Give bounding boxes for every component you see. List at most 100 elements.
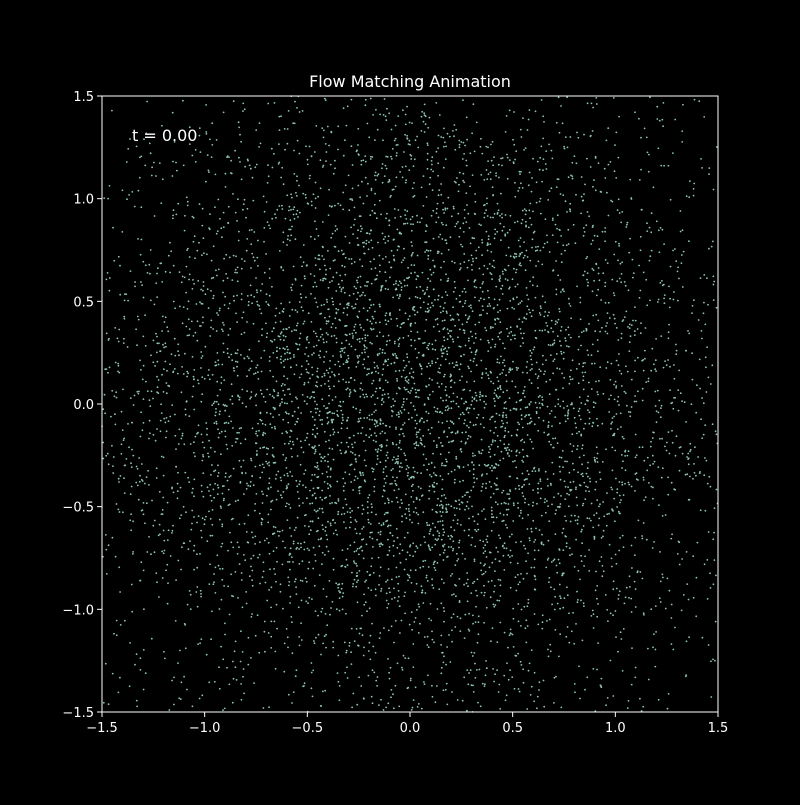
data-point bbox=[366, 122, 369, 125]
data-point bbox=[668, 452, 671, 455]
data-point bbox=[498, 338, 501, 341]
data-point bbox=[499, 579, 502, 581]
data-point bbox=[177, 471, 179, 474]
data-point bbox=[414, 569, 417, 572]
data-point bbox=[604, 227, 607, 229]
data-point bbox=[278, 347, 281, 350]
data-point bbox=[307, 602, 309, 605]
data-point bbox=[455, 222, 458, 225]
data-point bbox=[438, 588, 441, 590]
data-point bbox=[368, 494, 371, 496]
data-point bbox=[665, 449, 668, 452]
data-point bbox=[480, 314, 483, 316]
data-point bbox=[159, 350, 162, 353]
data-point bbox=[633, 334, 636, 336]
data-point bbox=[254, 634, 257, 637]
data-point bbox=[246, 158, 249, 161]
data-point bbox=[395, 528, 398, 530]
data-point bbox=[597, 267, 600, 269]
data-point bbox=[353, 468, 356, 471]
data-point bbox=[469, 347, 471, 349]
data-point bbox=[401, 515, 403, 518]
data-point bbox=[355, 331, 357, 334]
data-point bbox=[455, 552, 458, 555]
data-point bbox=[182, 306, 185, 308]
data-point bbox=[336, 480, 339, 483]
data-point bbox=[361, 634, 364, 637]
data-point bbox=[262, 570, 265, 573]
data-point bbox=[471, 655, 474, 657]
data-point bbox=[531, 368, 533, 370]
data-point bbox=[630, 378, 633, 381]
data-point bbox=[379, 264, 381, 267]
data-point bbox=[274, 667, 277, 670]
data-point bbox=[583, 270, 586, 273]
data-point bbox=[370, 695, 373, 698]
data-point bbox=[526, 605, 529, 608]
data-point bbox=[467, 585, 469, 588]
data-point bbox=[638, 117, 640, 120]
data-point bbox=[397, 338, 400, 341]
data-point bbox=[527, 503, 530, 506]
data-point bbox=[211, 144, 214, 146]
data-point bbox=[513, 143, 516, 146]
data-point bbox=[268, 477, 271, 480]
data-point bbox=[511, 554, 513, 557]
data-point bbox=[385, 424, 388, 427]
data-point bbox=[532, 447, 534, 450]
data-point bbox=[667, 359, 669, 361]
data-point bbox=[657, 411, 660, 414]
data-point bbox=[576, 522, 579, 525]
data-point bbox=[224, 430, 227, 432]
data-point bbox=[327, 250, 329, 252]
data-point bbox=[485, 556, 488, 558]
data-point bbox=[153, 551, 156, 554]
data-point bbox=[569, 305, 572, 307]
data-point bbox=[137, 238, 139, 240]
data-point bbox=[359, 225, 362, 228]
data-point bbox=[442, 505, 444, 507]
data-point bbox=[686, 583, 689, 585]
data-point bbox=[159, 430, 162, 433]
data-point bbox=[409, 392, 411, 394]
data-point bbox=[327, 320, 330, 323]
data-point bbox=[391, 409, 393, 412]
data-point bbox=[415, 422, 418, 425]
data-point bbox=[590, 502, 593, 505]
data-point bbox=[510, 434, 513, 437]
data-point bbox=[595, 446, 598, 449]
data-point bbox=[368, 241, 370, 244]
data-point bbox=[695, 576, 698, 579]
data-point bbox=[325, 534, 328, 536]
data-point bbox=[226, 347, 229, 350]
data-point bbox=[291, 283, 294, 286]
data-point bbox=[580, 195, 583, 198]
data-point bbox=[391, 534, 394, 537]
data-point bbox=[498, 278, 501, 281]
data-point bbox=[400, 323, 403, 326]
data-point bbox=[390, 128, 393, 131]
data-point bbox=[196, 521, 198, 524]
data-point bbox=[559, 478, 562, 481]
data-point bbox=[571, 359, 574, 362]
data-point bbox=[111, 109, 113, 112]
data-point bbox=[216, 230, 219, 233]
data-point bbox=[230, 353, 233, 356]
data-point bbox=[265, 201, 268, 203]
data-point bbox=[208, 227, 211, 230]
data-point bbox=[616, 400, 619, 403]
data-point bbox=[363, 697, 365, 700]
data-point bbox=[373, 490, 376, 493]
data-point bbox=[583, 193, 585, 196]
data-point bbox=[443, 494, 446, 496]
data-point bbox=[278, 129, 281, 132]
data-point bbox=[647, 170, 650, 173]
data-point bbox=[384, 432, 386, 434]
data-point bbox=[675, 349, 678, 352]
data-point bbox=[387, 358, 390, 361]
data-point bbox=[104, 412, 106, 415]
data-point bbox=[448, 634, 450, 636]
data-point bbox=[343, 265, 346, 268]
data-point bbox=[444, 358, 447, 361]
data-point bbox=[200, 484, 203, 487]
